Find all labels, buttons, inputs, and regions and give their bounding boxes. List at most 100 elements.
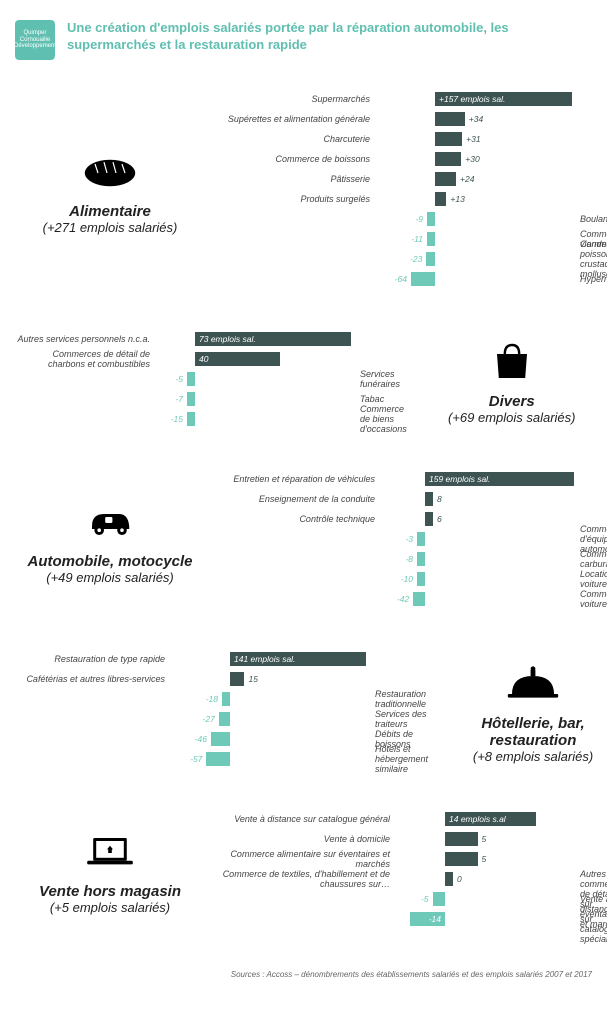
bar-row: -8Commerce de carburants xyxy=(215,550,607,567)
bar-negative xyxy=(187,412,195,426)
bar-row: -5Services funéraires xyxy=(15,370,407,387)
category-title: Alimentaire xyxy=(15,203,205,220)
bar-label: Tabac xyxy=(355,394,407,404)
bar-value: 5 xyxy=(478,854,487,864)
bar-label: Commerce de boissons xyxy=(215,154,375,164)
bar-row: -7 Tabac xyxy=(15,390,407,407)
bar-row: -10Location de voitures xyxy=(215,570,607,587)
bar-value: +34 xyxy=(465,114,483,124)
category-subtitle: (+49 emplois salariés) xyxy=(15,570,205,585)
category-info: Automobile, motocycle(+49 emplois salari… xyxy=(15,495,205,585)
bar-row: -23Commerce de poissons, crustacés et mo… xyxy=(215,250,607,267)
bar-value: -8 xyxy=(405,554,417,564)
bag-icon xyxy=(417,335,607,385)
category-info: Vente hors magasin(+5 emplois salariés) xyxy=(15,825,205,915)
bar-row: Commerce de boissons+30 xyxy=(215,150,607,167)
bar-chart: Entretien et réparation de véhicules159 … xyxy=(215,470,607,610)
bar-value: 8 xyxy=(433,494,442,504)
bar-label: Produits surgelés xyxy=(215,194,375,204)
bar-row: -5Autres commerces de détail sur éventai… xyxy=(215,890,607,907)
bar-row: -15Commerce de biens d'occasions xyxy=(15,410,407,427)
bar-row: Pâtisserie+24 xyxy=(215,170,607,187)
bar-positive xyxy=(425,492,433,506)
bar-positive xyxy=(230,672,244,686)
category-title: Vente hors magasin xyxy=(15,883,205,900)
bar-row: Contrôle technique6 xyxy=(215,510,607,527)
category-info: Alimentaire(+271 emplois salariés) xyxy=(15,145,205,235)
category-subtitle: (+271 emplois salariés) xyxy=(15,220,205,235)
bar-negative xyxy=(417,572,425,586)
bar-value: -11 xyxy=(411,234,427,244)
bar-label: Boulangerie xyxy=(575,214,607,224)
bar-positive xyxy=(445,852,478,866)
bar-negative xyxy=(417,552,425,566)
bar-negative: -14 xyxy=(410,912,445,926)
bell-icon xyxy=(438,657,607,707)
bar-label: Services des traiteurs xyxy=(370,709,428,729)
bar-row: Commerce alimentaire sur éventaires et m… xyxy=(215,850,607,867)
bar-row: Restauration de type rapide141 emplois s… xyxy=(15,650,428,667)
bar-row: -57Hôtels et hébergement similaire xyxy=(15,750,428,767)
section-alimentaire: Alimentaire(+271 emplois salariés) Superm… xyxy=(15,90,592,290)
bar-positive xyxy=(445,872,453,886)
bar-negative xyxy=(426,252,435,266)
bar-value: 15 xyxy=(244,674,257,684)
bar-row: Supérettes et alimentation générale+34 xyxy=(215,110,607,127)
bar-positive: 40 xyxy=(195,352,280,366)
category-title: Divers xyxy=(417,393,607,410)
bar-value: -7 xyxy=(175,394,187,404)
bar-label: Charcuterie xyxy=(215,134,375,144)
bar-negative xyxy=(427,212,435,226)
bar-row: -14Vente à distance sur catalogue spécia… xyxy=(215,910,607,927)
bar-value: -23 xyxy=(410,254,426,264)
bar-positive: 141 emplois sal. xyxy=(230,652,366,666)
bar-positive xyxy=(435,152,461,166)
bar-label: Cafétérias et autres libres-services xyxy=(15,674,170,684)
bar-label: Supermarchés xyxy=(215,94,375,104)
bar-row: Supermarchés+157 emplois sal. xyxy=(215,90,607,107)
bar-positive xyxy=(435,132,462,146)
bar-row: Commerce de textiles, d'habillement et d… xyxy=(215,870,607,887)
bar-value: -10 xyxy=(401,574,417,584)
bar-negative xyxy=(219,712,230,726)
section-divers: Autres services personnels n.c.a.73 empl… xyxy=(15,330,592,430)
bar-negative xyxy=(222,692,230,706)
bar-row: Cafétérias et autres libres-services 15 xyxy=(15,670,428,687)
bar-positive xyxy=(435,172,456,186)
section-automobile: Automobile, motocycle(+49 emplois salari… xyxy=(15,470,592,610)
bar-chart: Supermarchés+157 emplois sal. Supérettes … xyxy=(215,90,607,290)
bar-value: -15 xyxy=(171,414,187,424)
bar-label: Services funéraires xyxy=(355,369,407,389)
bar-label: Commerce de poissons, crustacés et mollu… xyxy=(575,239,607,279)
logo-icon: Quimper Cornouaille Développement xyxy=(15,20,55,60)
category-info: Divers(+69 emplois salariés) xyxy=(417,335,607,425)
bar-negative xyxy=(433,892,446,906)
header: Quimper Cornouaille Développement Une cr… xyxy=(15,20,592,60)
bar-value: -9 xyxy=(415,214,427,224)
bar-value: 6 xyxy=(433,514,442,524)
bar-chart: Autres services personnels n.c.a.73 empl… xyxy=(15,330,407,430)
bar-row: Vente à distance sur catalogue général14… xyxy=(215,810,607,827)
bar-row: Entretien et réparation de véhicules159 … xyxy=(215,470,607,487)
bar-negative xyxy=(211,732,230,746)
car-icon xyxy=(15,495,205,545)
section-vente: Vente hors magasin(+5 emplois salariés)V… xyxy=(15,810,592,930)
bar-value: -46 xyxy=(195,734,211,744)
bar-positive: 159 emplois sal. xyxy=(425,472,574,486)
bar-chart: Restauration de type rapide141 emplois s… xyxy=(15,650,428,770)
bar-row: Vente à domicile5 xyxy=(215,830,607,847)
bar-positive xyxy=(435,192,446,206)
bar-value: -57 xyxy=(190,754,206,764)
bar-label: Enseignement de la conduite xyxy=(215,494,380,504)
bar-label: Hypermarchés xyxy=(575,274,607,284)
bar-value: -27 xyxy=(203,714,219,724)
bar-label: Pâtisserie xyxy=(215,174,375,184)
bar-label: Commerces de détail de charbons et combu… xyxy=(15,349,155,369)
bar-label: Vente à distance sur catalogue spécialis… xyxy=(575,894,607,944)
bar-row: Enseignement de la conduite 8 xyxy=(215,490,607,507)
category-title: Hôtellerie, bar, restauration xyxy=(438,715,607,749)
bar-label: Restauration traditionnelle xyxy=(370,689,428,709)
bar-value: 0 xyxy=(453,874,462,884)
bar-value: -3 xyxy=(405,534,417,544)
bar-row: -18Restauration traditionnelle xyxy=(15,690,428,707)
